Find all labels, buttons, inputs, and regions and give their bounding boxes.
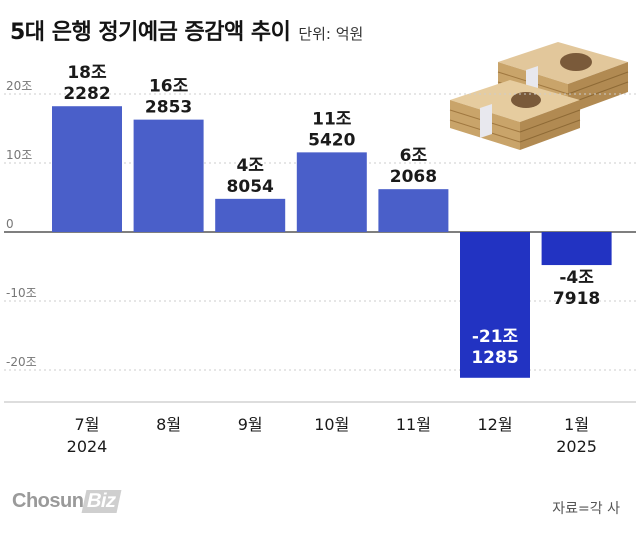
data-label: -21조	[472, 327, 519, 347]
x-year-label: 2024	[67, 437, 108, 456]
x-tick-label: 12월	[477, 415, 512, 434]
data-label: 16조	[149, 77, 189, 97]
data-label: 18조	[67, 63, 107, 83]
data-label: 2282	[63, 84, 110, 104]
data-label: 2068	[390, 167, 437, 187]
bars	[52, 106, 612, 378]
x-tick-label: 8월	[156, 415, 181, 434]
y-tick-label: -20조	[6, 355, 37, 369]
y-tick-label: 10조	[6, 148, 32, 162]
data-label: 2853	[145, 98, 192, 118]
data-label: -4조	[559, 268, 594, 288]
logo-box-text: Biz	[81, 490, 122, 513]
data-label: 7918	[553, 289, 600, 309]
logo-text: Chosun	[12, 490, 84, 512]
x-tick-label: 9월	[238, 415, 263, 434]
data-label: 8054	[227, 177, 274, 197]
bar-10월	[296, 152, 367, 232]
bar-11월	[378, 189, 449, 232]
x-axis-labels: 7월 2024 8월 9월 10월 11월 12월 1월 2025	[67, 415, 597, 456]
x-tick-label: 7월	[75, 415, 100, 434]
money-illustration	[449, 42, 629, 150]
bar-12월	[460, 232, 530, 378]
data-label: 4조	[236, 156, 264, 176]
data-label: 1285	[471, 348, 518, 368]
x-tick-label: 1월	[564, 415, 589, 434]
unit-label: 단위: 억원	[298, 25, 364, 43]
bar-1월	[541, 232, 612, 266]
title-row: 5대 은행 정기예금 증감액 추이 단위: 억원	[10, 14, 363, 46]
data-label: 5420	[308, 130, 355, 150]
y-tick-label: 20조	[6, 79, 32, 93]
chart-title: 5대 은행 정기예금 증감액 추이	[10, 20, 291, 45]
bar-7월	[52, 106, 122, 232]
y-tick-label: 0	[6, 217, 14, 231]
y-tick-label: -10조	[6, 286, 37, 300]
bar-8월	[133, 119, 204, 232]
chosunbiz-logo: ChosunBiz	[12, 490, 122, 513]
source-note: 자료=각 사	[552, 501, 620, 517]
x-tick-label: 10월	[314, 415, 349, 434]
x-tick-label: 11월	[396, 415, 431, 434]
x-year-label: 2025	[556, 437, 597, 456]
data-label: 11조	[312, 109, 352, 129]
bar-9월	[215, 198, 286, 232]
data-label: 6조	[400, 146, 428, 166]
